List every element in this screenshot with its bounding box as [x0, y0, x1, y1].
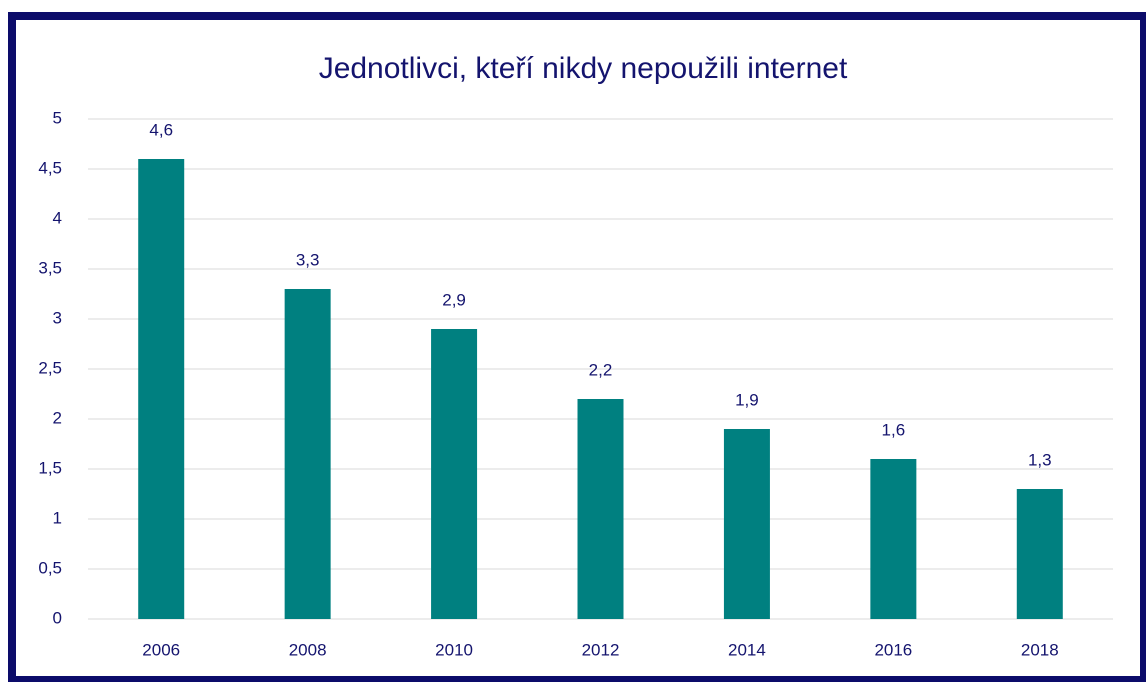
y-tick-label: 2,5 — [38, 358, 62, 377]
value-label: 1,3 — [1028, 450, 1052, 469]
x-tick-label: 2008 — [289, 640, 327, 659]
y-tick-label: 1 — [53, 508, 62, 527]
y-tick-label: 3 — [53, 308, 62, 327]
bar — [1016, 489, 1063, 619]
value-label: 2,9 — [442, 290, 466, 309]
bar — [577, 399, 624, 619]
chart-title: Jednotlivci, kteří nikdy nepoužili inter… — [319, 52, 848, 85]
y-tick-label: 1,5 — [38, 458, 62, 477]
x-tick-label: 2006 — [142, 640, 180, 659]
y-tick-label: 0,5 — [38, 558, 62, 577]
value-label: 1,9 — [735, 390, 759, 409]
bar — [284, 289, 331, 619]
bar — [431, 329, 478, 619]
y-tick-label: 4,5 — [38, 158, 62, 177]
y-tick-label: 2 — [53, 408, 62, 427]
x-tick-label: 2016 — [874, 640, 912, 659]
value-label: 1,6 — [882, 420, 906, 439]
value-label: 3,3 — [296, 250, 320, 269]
x-tick-label: 2018 — [1021, 640, 1059, 659]
y-tick-label: 5 — [53, 108, 62, 127]
y-tick-label: 0 — [53, 608, 62, 627]
bar — [723, 429, 770, 619]
y-tick-label: 4 — [53, 208, 62, 227]
bar — [870, 459, 917, 619]
value-label: 2,2 — [589, 360, 613, 379]
y-tick-label: 3,5 — [38, 258, 62, 277]
value-label: 4,6 — [149, 120, 173, 139]
x-tick-label: 2012 — [582, 640, 620, 659]
x-tick-label: 2014 — [728, 640, 766, 659]
bar — [138, 159, 185, 619]
x-tick-label: 2010 — [435, 640, 473, 659]
